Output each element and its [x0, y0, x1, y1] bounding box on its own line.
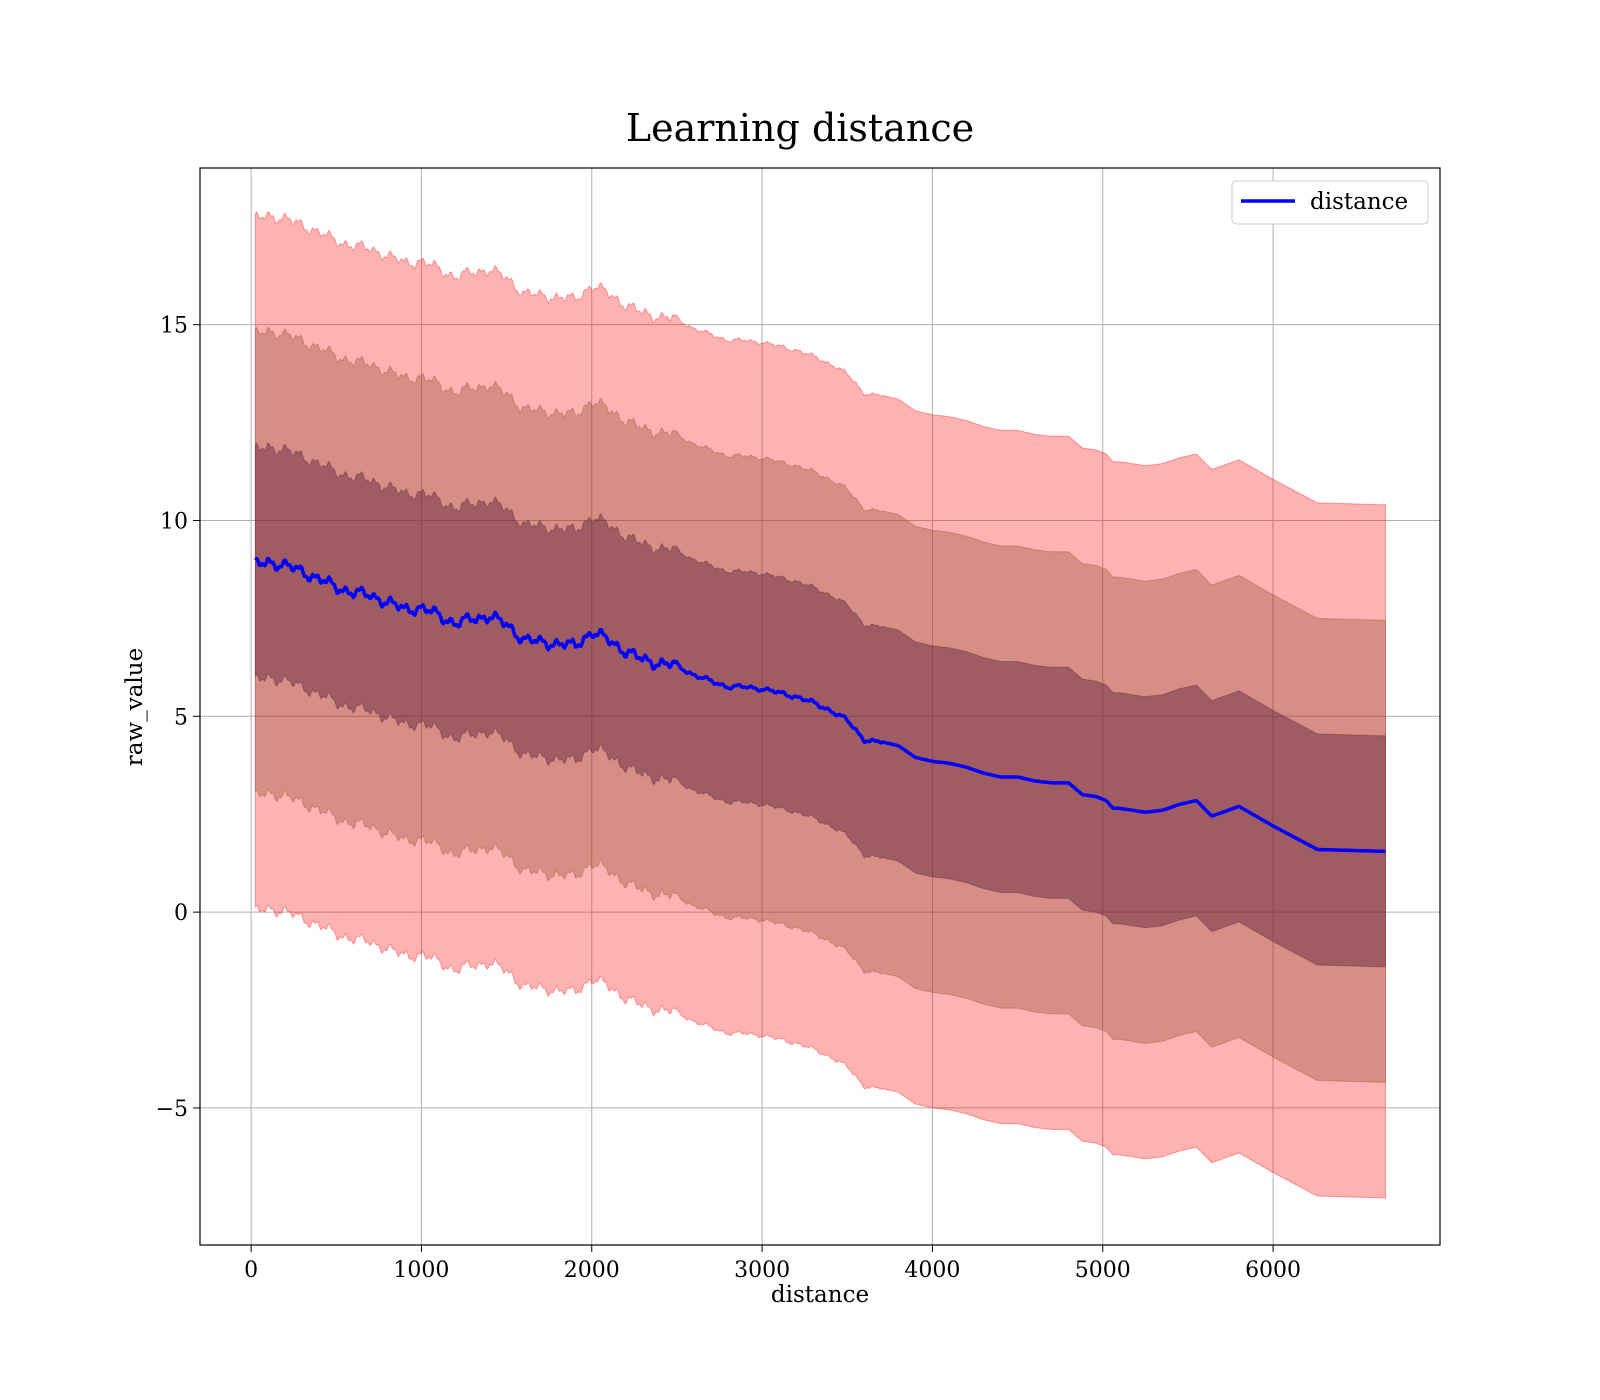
band-3std [254, 211, 1386, 1199]
y-tick-label: 10 [160, 509, 188, 534]
x-axis-label: distance [771, 1282, 869, 1308]
y-tick-label: 5 [174, 705, 188, 730]
x-tick-label: 1000 [393, 1258, 449, 1283]
legend-label-distance: distance [1310, 189, 1408, 215]
series-line-distance [253, 556, 1387, 854]
std-bands [254, 211, 1386, 1199]
band-1std [254, 442, 1386, 968]
x-tick-label: 3000 [734, 1258, 790, 1283]
x-tick-label: 2000 [564, 1258, 620, 1283]
ticks: 0 1000 2000 3000 4000 5000 6000 −5 0 5 10 15 [156, 314, 1302, 1283]
x-tick-label: 0 [244, 1258, 258, 1283]
x-tick-label: 5000 [1075, 1258, 1131, 1283]
chart-title: Learning distance [626, 106, 974, 150]
plot-frame [199, 167, 1441, 1246]
y-tick-label: 0 [174, 901, 188, 926]
legend: distance [1231, 180, 1429, 225]
y-axis-label: raw_value [122, 648, 148, 766]
y-tick-label: 15 [160, 314, 188, 339]
y-tick-label: −5 [156, 1097, 188, 1122]
x-tick-label: 4000 [904, 1258, 960, 1283]
legend-box [1231, 180, 1429, 225]
x-tick-label: 6000 [1245, 1258, 1301, 1283]
series-lines [253, 556, 1387, 854]
grid [200, 168, 1440, 1245]
band-2std [254, 326, 1386, 1083]
